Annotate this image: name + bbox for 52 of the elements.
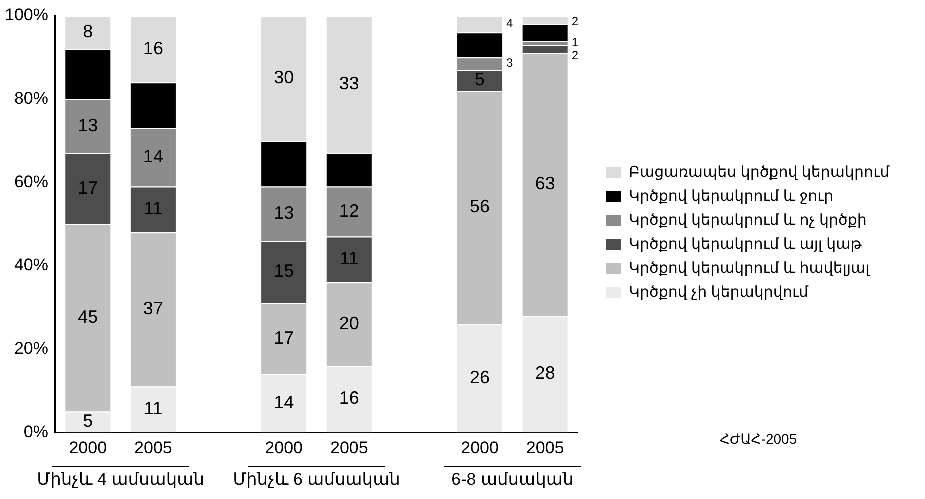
data-label: 11 [340,248,359,269]
data-label: 33 [339,74,360,94]
data-label: 16 [339,388,360,408]
data-label: 14 [274,392,294,412]
data-label: 8 [83,22,94,42]
y-tick-label: 60% [14,172,48,192]
legend-label: Բացառապես կրծքով կերակրում [629,163,890,181]
data-label: 11 [144,198,163,219]
x-tick-label: 2005 [134,438,172,458]
text: 6-8 ամսական [452,470,574,489]
data-label: 12 [339,200,360,221]
data-label: 13 [274,202,294,223]
data-label: 5 [83,411,94,432]
x-tick-label: 2000 [461,438,499,458]
data-label: 45 [78,307,98,328]
data-label: 4 [506,16,514,31]
text: Մինչև 4 ամսական [37,470,204,489]
data-label: 3 [506,56,514,70]
y-tick-label: 0% [24,422,48,442]
legend-label: Կրծքով կերակրում և հավելյալ [629,259,870,277]
data-label: 16 [143,38,164,58]
legend-label: Կրծքով կերակրում և այլ կաթ [629,235,862,253]
data-label: 15 [274,261,294,282]
x-tick-label: 2000 [69,438,108,458]
data-label: 5 [475,70,486,90]
data-label: 14 [143,146,164,167]
data-label: 63 [535,174,556,194]
data-label: 2 [572,14,579,28]
x-tick-label: 2005 [330,438,368,458]
data-label: 1 [572,35,579,50]
x-tick-label: 2005 [526,438,564,458]
x-tick-label: 2000 [265,438,303,458]
text: ՀԺԱՀ-2005 [720,431,798,448]
legend-label: Կրծքով կերակրում և ոչ կրծքի [629,211,867,229]
legend-label: Կրծքով չի կերակրվում [629,283,808,301]
y-tick-label: 80% [14,89,48,108]
y-tick-label: 40% [14,256,48,275]
data-label: 30 [274,67,294,88]
data-label: 37 [143,298,164,319]
data-label: 28 [535,363,556,384]
data-label: 17 [274,328,294,348]
y-tick-label: 20% [14,338,48,358]
y-tick-label: 100% [4,6,48,25]
data-label: 2 [572,48,579,62]
data-label: 20 [339,313,360,334]
data-label: 56 [470,196,490,217]
data-label: 13 [78,115,98,136]
text: Մինչև 6 ամսական [233,470,400,489]
legend-label: Կրծքով կերակրում և ջուր [629,187,834,205]
data-label: 26 [470,367,490,388]
data-label: 11 [144,398,163,419]
data-label: 17 [78,178,98,198]
